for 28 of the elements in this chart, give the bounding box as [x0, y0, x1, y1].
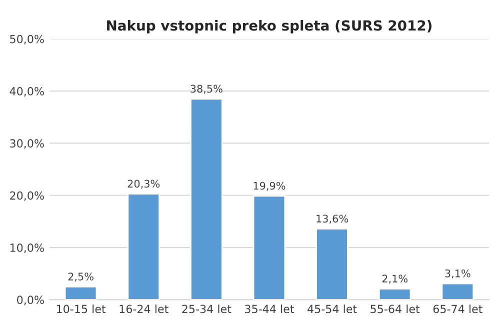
- data-label: 20,3%: [128, 180, 160, 189]
- y-tick-label: 0,0%: [17, 296, 44, 306]
- bar: [378, 288, 412, 300]
- y-tick-label: 20,0%: [10, 191, 44, 201]
- bar: [441, 282, 474, 300]
- data-label: 2,5%: [68, 272, 94, 282]
- bar: [316, 228, 348, 300]
- x-tick-label: 25-34 let: [182, 304, 232, 314]
- bar: [64, 286, 98, 300]
- data-label: 2,1%: [382, 274, 408, 284]
- x-tick-label: 35-44 let: [245, 304, 294, 314]
- data-label: 13,6%: [316, 214, 348, 224]
- x-tick-label: 55-64 let: [370, 304, 420, 314]
- x-tick-label: 16-24 let: [120, 304, 168, 314]
- chart-title: Nakup vstopnic preko spleta (SURS 2012): [107, 20, 432, 34]
- y-tick-label: 50,0%: [10, 34, 44, 44]
- x-tick-label: 45-54 let: [308, 304, 357, 314]
- data-label: 38,5%: [190, 84, 222, 94]
- x-tick-label: 10-15 let: [56, 304, 106, 314]
- y-tick-label: 10,0%: [10, 244, 44, 254]
- data-label: 3,1%: [445, 269, 470, 278]
- y-tick-label: 30,0%: [10, 139, 44, 149]
- x-tick-label: 65-74 let: [433, 304, 482, 314]
- y-tick-label: 40,0%: [10, 87, 44, 97]
- bar: [252, 195, 286, 300]
- bar: [127, 193, 160, 300]
- data-label: 19,9%: [254, 182, 286, 191]
- bar: [190, 98, 223, 300]
